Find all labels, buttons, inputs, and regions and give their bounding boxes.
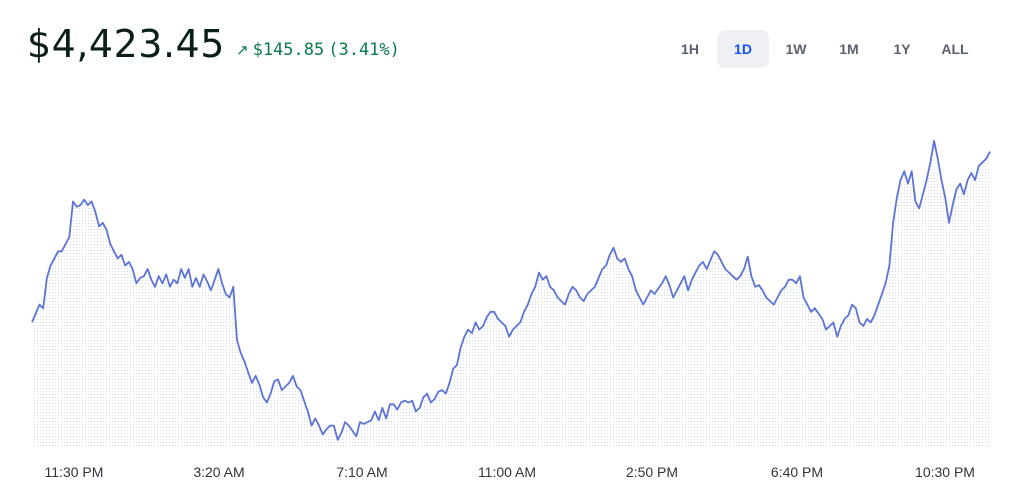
header: $4,423.45 ↗ $145.85 (3.41%) 1H 1D 1W 1M … [0,0,1024,100]
x-tick-label: 3:20 AM [193,464,244,480]
x-tick-label: 7:10 AM [336,464,387,480]
x-tick-label: 11:00 AM [478,464,536,480]
range-button-1d[interactable]: 1D [717,30,769,68]
price-change: ↗ $145.85 (3.41%) [236,40,400,60]
x-tick-label: 2:50 PM [626,464,678,480]
change-percent: (3.41%) [328,40,400,60]
range-button-1h[interactable]: 1H [681,41,699,57]
change-amount: $145.85 [252,40,325,60]
x-tick-label: 10:30 PM [915,464,975,480]
series-line [31,140,991,441]
range-button-1w[interactable]: 1W [785,41,807,57]
x-tick-label: 6:40 PM [771,464,823,480]
x-tick-label: 11:30 PM [45,464,104,480]
time-range-selector: 1H 1D 1W 1M 1Y ALL [664,30,982,68]
range-button-all[interactable]: ALL [941,41,969,57]
series-area-fill [32,140,990,447]
range-button-1y[interactable]: 1Y [893,41,911,57]
range-button-1m[interactable]: 1M [839,41,859,57]
price-value: $4,423.45 [27,22,225,66]
trend-up-arrow-icon: ↗ [236,41,249,59]
